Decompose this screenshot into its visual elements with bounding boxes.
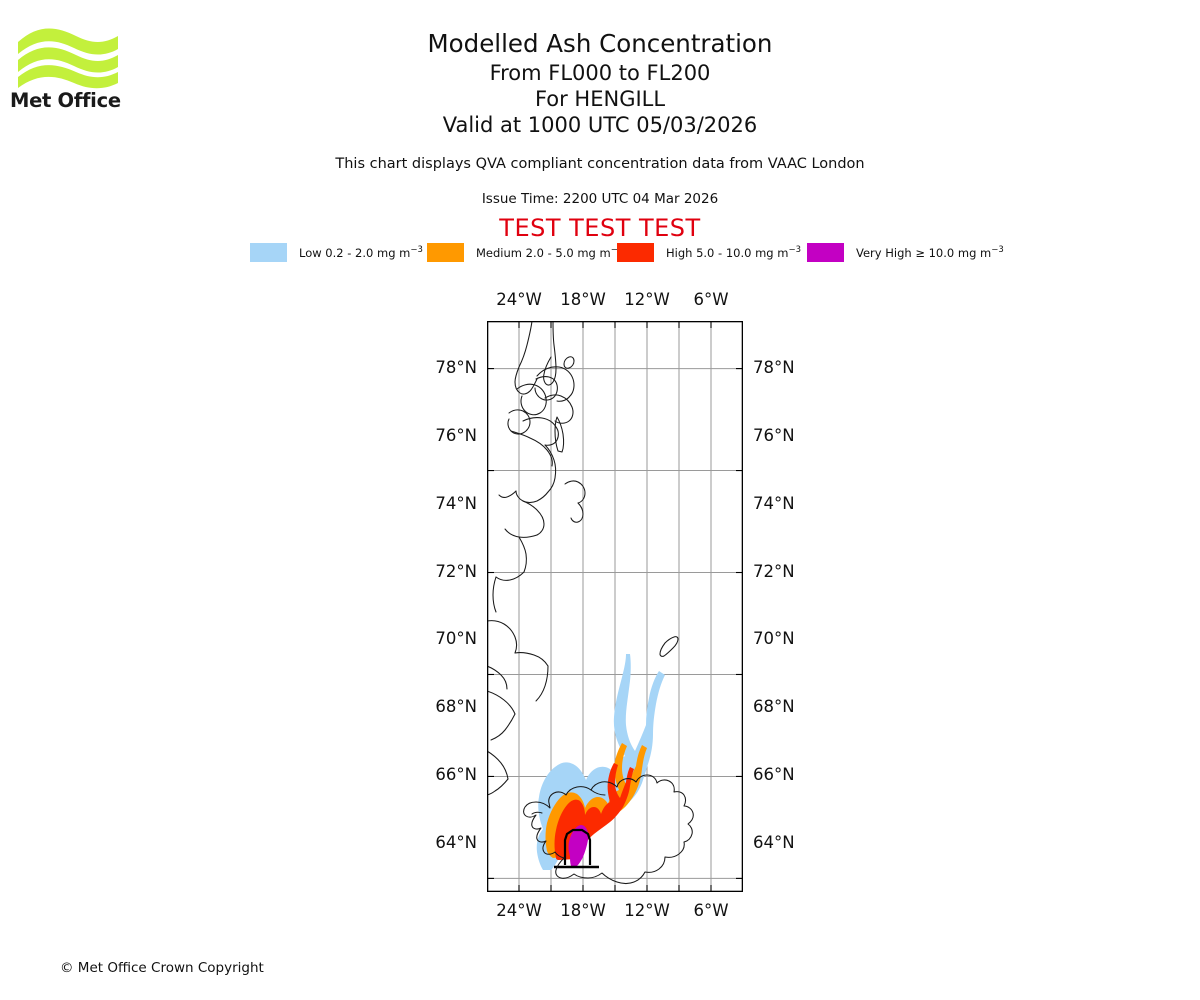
coast-greenland-e5 <box>554 416 565 453</box>
lat-label-left-72°N: 72°N <box>435 561 477 581</box>
coast-jan-mayen <box>659 636 679 657</box>
legend-label-medium: Medium 2.0 - 5.0 mg m−3 <box>476 245 623 260</box>
map-ticks <box>487 321 743 892</box>
flight-level-range: From FL000 to FL200 <box>489 61 711 85</box>
coast-greenland-m3 <box>522 500 545 536</box>
coast-greenland-e7 <box>544 444 557 493</box>
coast-greenland-s4 <box>487 665 508 690</box>
lon-label-bottom-12°W: 12°W <box>624 901 670 920</box>
coast-greenland-e3 <box>507 409 531 435</box>
legend-item-very-high: Very High ≥ 10.0 mg m−3 <box>807 241 1004 263</box>
lat-label-right-78°N: 78°N <box>753 357 795 377</box>
lat-label-left-74°N: 74°N <box>435 493 477 513</box>
legend-swatch-low <box>250 242 287 262</box>
coastlines <box>487 321 694 885</box>
lat-label-left-66°N: 66°N <box>435 765 477 785</box>
coast-greenland-s1 <box>487 620 518 654</box>
coast-greenland-m6 <box>504 528 538 538</box>
lat-label-left-68°N: 68°N <box>435 697 477 717</box>
coast-greenland-m1 <box>515 490 549 504</box>
lat-label-left-64°N: 64°N <box>435 833 477 853</box>
lon-label-top-12°W: 12°W <box>624 290 670 309</box>
met-office-waves-icon <box>18 28 118 89</box>
issue-time: Issue Time: 2200 UTC 04 Mar 2026 <box>481 191 719 207</box>
coast-greenland-e4 <box>522 417 559 446</box>
lat-label-right-64°N: 64°N <box>753 833 795 853</box>
lat-label-right-72°N: 72°N <box>753 561 795 581</box>
coast-svalbard-south <box>534 376 558 401</box>
map-canvas <box>487 321 743 892</box>
lat-label-right-74°N: 74°N <box>753 493 795 513</box>
lon-label-bottom-24°W: 24°W <box>496 901 542 920</box>
coast-greenland-s6 <box>490 713 516 741</box>
source-marker-outline <box>563 828 592 865</box>
coast-greenland-m5 <box>570 502 584 523</box>
lon-label-top-18°W: 18°W <box>560 290 606 309</box>
volcano-name: For HENGILL <box>534 87 666 111</box>
lat-label-right-76°N: 76°N <box>753 425 795 445</box>
lat-label-left-70°N: 70°N <box>435 629 477 649</box>
coast-greenland-e1 <box>516 383 547 416</box>
legend-label-high: High 5.0 - 10.0 mg m−3 <box>666 244 801 260</box>
coast-svalbard-isle <box>563 356 575 369</box>
coast-greenland-s8 <box>487 778 509 796</box>
coast-greenland-m4 <box>564 480 586 504</box>
coast-greenland-s5 <box>487 690 516 715</box>
contour-very-high <box>568 824 589 866</box>
ash-concentration-map[interactable] <box>487 321 743 892</box>
lon-label-top-6°W: 6°W <box>693 290 729 309</box>
chart-title-block: Modelled Ash Concentration From FL000 to… <box>0 28 1200 138</box>
coast-iceland-fjord-nw <box>531 811 543 815</box>
legend-item-low: Low 0.2 - 2.0 mg m−3 <box>250 241 423 263</box>
coast-svalbard-west <box>514 321 538 395</box>
test-banner: TEST TEST TEST <box>499 214 701 242</box>
coast-greenland-s2 <box>514 652 549 667</box>
met-office-logo <box>10 22 130 112</box>
brand-name: Met Office <box>10 89 121 112</box>
lat-label-right-70°N: 70°N <box>753 629 795 649</box>
legend-swatch-very-high <box>807 242 844 262</box>
coast-greenland-e6 <box>510 430 553 467</box>
lon-label-bottom-18°W: 18°W <box>560 901 606 920</box>
lat-label-left-76°N: 76°N <box>435 425 477 445</box>
coast-greenland-e2 <box>544 394 574 424</box>
lat-label-right-68°N: 68°N <box>753 697 795 717</box>
lon-label-bottom-6°W: 6°W <box>693 901 729 920</box>
qva-note: This chart displays QVA compliant concen… <box>335 156 865 172</box>
lon-label-top-24°W: 24°W <box>496 290 542 309</box>
coast-greenland-m8 <box>495 571 525 581</box>
coast-iceland-fjord-n <box>590 789 606 796</box>
coast-iceland <box>523 774 694 885</box>
lat-label-right-66°N: 66°N <box>753 765 795 785</box>
coast-greenland-s7 <box>487 750 509 780</box>
page-title: Modelled Ash Concentration <box>427 29 773 58</box>
concentration-legend: Low 0.2 - 2.0 mg m−3 Medium 2.0 - 5.0 mg… <box>250 241 1010 263</box>
coast-greenland-s3 <box>535 665 549 702</box>
legend-label-very-high: Very High ≥ 10.0 mg m−3 <box>856 244 1004 260</box>
coast-greenland-m7 <box>518 536 527 573</box>
legend-swatch-high <box>617 242 654 262</box>
lat-label-left-78°N: 78°N <box>435 357 477 377</box>
legend-label-low: Low 0.2 - 2.0 mg m−3 <box>299 244 423 260</box>
coast-svalbard-east <box>543 321 557 386</box>
coast-greenland-m9 <box>492 576 497 613</box>
legend-item-medium: Medium 2.0 - 5.0 mg m−3 <box>427 241 623 263</box>
legend-swatch-medium <box>427 242 464 262</box>
valid-time: Valid at 1000 UTC 05/03/2026 <box>442 113 758 137</box>
legend-item-high: High 5.0 - 10.0 mg m−3 <box>617 241 801 263</box>
copyright-text: © Met Office Crown Copyright <box>60 960 264 976</box>
coast-greenland-m2 <box>498 490 517 498</box>
